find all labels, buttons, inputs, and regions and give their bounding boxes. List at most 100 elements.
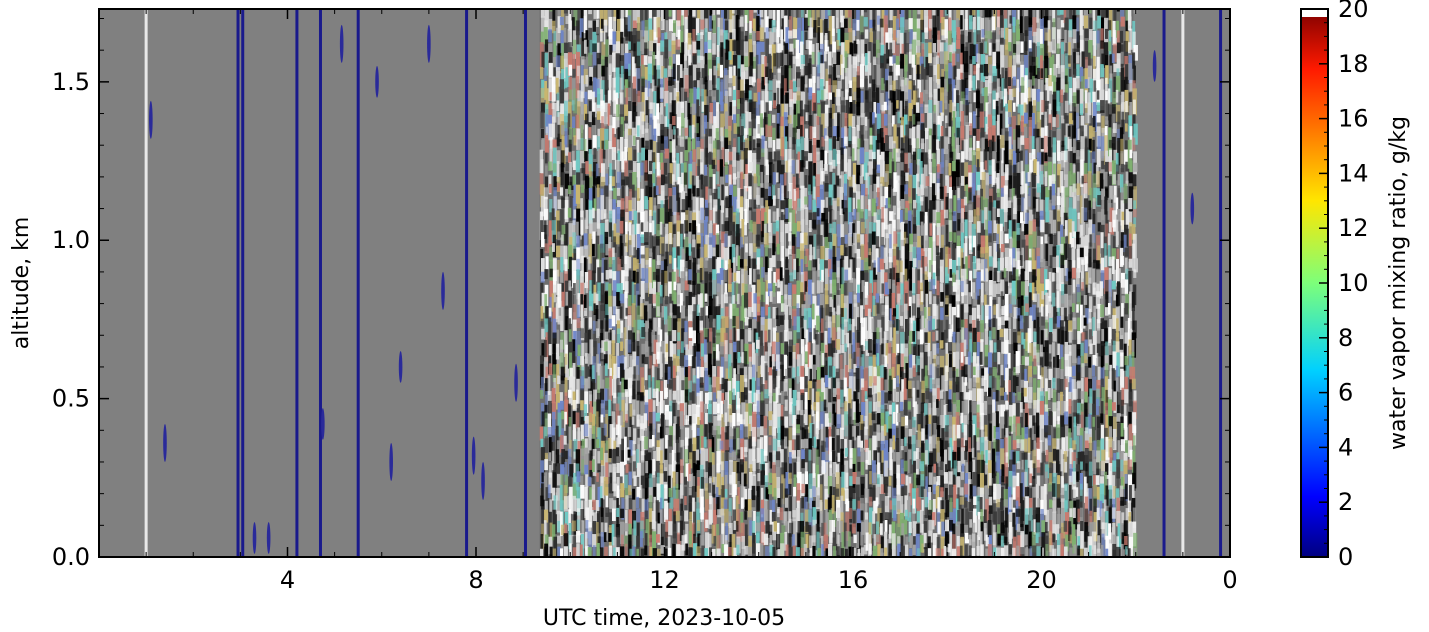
noise-streak: [617, 328, 621, 344]
noise-streak: [796, 258, 799, 281]
noise-streak: [708, 136, 712, 153]
noise-streak: [608, 236, 612, 251]
noise-streak: [605, 270, 609, 280]
noise-streak: [769, 500, 774, 510]
noise-streak: [836, 89, 841, 106]
noise-streak: [777, 427, 781, 447]
noise-streak: [664, 364, 669, 392]
noise-streak: [688, 269, 692, 281]
noise-streak: [540, 184, 545, 208]
noise-streak: [916, 459, 921, 469]
noise-streak: [817, 17, 820, 26]
noise-streak: [668, 39, 672, 52]
noise-streak: [875, 497, 879, 507]
noise-streak: [796, 376, 801, 399]
noise-streak: [744, 56, 749, 71]
noise-streak: [625, 464, 631, 473]
noise-streak: [844, 234, 848, 244]
noise-streak: [655, 534, 660, 543]
noise-streak: [717, 414, 722, 435]
noise-streak: [925, 79, 929, 94]
noise-streak: [799, 100, 803, 122]
noise-streak: [627, 75, 631, 98]
noise-streak: [957, 487, 962, 510]
noise-streak: [613, 137, 616, 153]
noise-streak: [832, 80, 837, 97]
noise-streak: [812, 486, 816, 497]
noise-streak: [904, 19, 909, 30]
noise-streak: [659, 20, 663, 30]
noise-streak: [756, 496, 760, 517]
noise-streak: [655, 292, 660, 318]
noise-streak: [685, 260, 689, 277]
noise-streak: [628, 211, 633, 221]
noise-streak: [921, 138, 925, 150]
noise-streak: [664, 352, 669, 373]
noise-streak: [640, 548, 645, 557]
noise-streak: [880, 159, 883, 183]
noise-streak: [588, 9, 592, 15]
noise-streak: [652, 548, 657, 557]
noise-streak: [796, 461, 800, 478]
noise-streak: [899, 100, 903, 118]
noise-streak: [701, 101, 705, 112]
noise-streak: [660, 9, 665, 31]
noise-streak: [589, 76, 593, 86]
noise-streak: [880, 425, 885, 444]
noise-streak: [940, 292, 944, 302]
noise-streak: [857, 116, 861, 131]
noise-streak: [933, 355, 938, 367]
noise-streak: [760, 400, 765, 416]
noise-streak: [544, 9, 549, 31]
noise-streak: [676, 452, 681, 471]
noise-streak: [572, 116, 576, 128]
noise-streak: [784, 103, 789, 117]
noise-streak: [872, 43, 876, 59]
noise-streak: [825, 304, 830, 322]
noise-streak: [753, 128, 757, 149]
noise-streak: [668, 19, 674, 32]
noise-streak: [891, 487, 897, 506]
noise-streak: [821, 9, 825, 21]
noise-streak: [903, 399, 908, 416]
noise-streak: [863, 196, 868, 220]
noise-streak: [729, 343, 733, 363]
noise-streak: [644, 221, 649, 243]
noise-streak: [960, 64, 964, 73]
noise-streak: [940, 307, 944, 320]
noise-streak: [599, 243, 604, 260]
noise-streak: [769, 524, 773, 543]
noise-streak: [585, 75, 589, 87]
noise-streak: [728, 426, 733, 448]
noise-streak: [752, 436, 756, 461]
noise-streak: [808, 87, 813, 100]
noise-streak: [936, 139, 939, 150]
noise-streak: [593, 77, 598, 98]
noise-streak: [876, 149, 882, 171]
noise-streak: [827, 316, 832, 338]
noise-streak: [665, 223, 670, 242]
noise-streak: [844, 256, 849, 281]
noise-streak: [832, 148, 838, 167]
noise-streak: [560, 150, 565, 168]
noise-streak: [549, 246, 553, 262]
noise-streak: [789, 496, 793, 519]
noise-streak: [917, 365, 920, 376]
noise-streak: [811, 388, 815, 417]
noise-streak: [704, 354, 708, 371]
noise-streak: [788, 159, 793, 184]
noise-streak: [844, 364, 849, 387]
noise-streak: [653, 115, 657, 136]
noise-streak: [841, 42, 846, 68]
noise-streak: [912, 246, 917, 269]
noise-streak: [816, 76, 820, 89]
noise-streak: [928, 208, 932, 237]
noise-streak: [597, 343, 601, 370]
noise-streak: [587, 329, 591, 357]
noise-streak: [632, 88, 637, 104]
noise-streak: [584, 124, 588, 152]
noise-streak: [752, 532, 756, 554]
noise-streak: [936, 212, 941, 227]
noise-streak: [720, 42, 724, 71]
noise-streak: [613, 440, 617, 450]
